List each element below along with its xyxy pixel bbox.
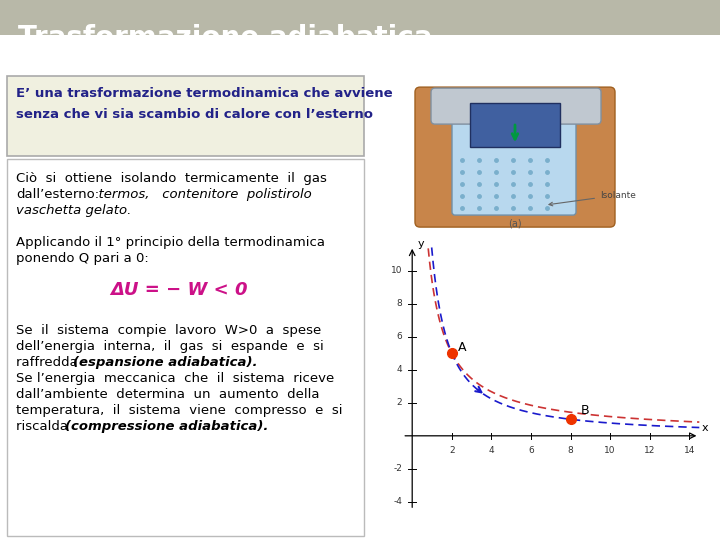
Text: dell’energia  interna,  il  gas  si  espande  e  si: dell’energia interna, il gas si espande …	[16, 340, 324, 353]
Text: Isolante: Isolante	[549, 191, 636, 206]
Text: 14: 14	[684, 446, 695, 455]
Text: 6: 6	[528, 446, 534, 455]
Text: E’ una trasformazione termodinamica che avviene: E’ una trasformazione termodinamica che …	[16, 87, 392, 100]
Text: dall’ambiente  determina  un  aumento  della: dall’ambiente determina un aumento della	[16, 388, 320, 401]
Text: 12: 12	[644, 446, 655, 455]
Text: (a): (a)	[508, 218, 522, 228]
Text: Trasformazione adiabatica: Trasformazione adiabatica	[18, 24, 433, 52]
Text: B: B	[580, 404, 589, 417]
FancyBboxPatch shape	[390, 75, 680, 230]
Text: senza che vi sia scambio di calore con l’esterno: senza che vi sia scambio di calore con l…	[16, 108, 373, 121]
FancyBboxPatch shape	[431, 88, 601, 124]
Text: ponendo Q pari a 0:: ponendo Q pari a 0:	[16, 252, 149, 265]
Text: (espansione adiabatica).: (espansione adiabatica).	[73, 356, 258, 369]
Text: riscalda: riscalda	[16, 420, 72, 433]
Text: vaschetta gelato.: vaschetta gelato.	[16, 204, 131, 217]
Text: -2: -2	[393, 464, 402, 474]
Text: y: y	[418, 239, 425, 249]
FancyBboxPatch shape	[415, 87, 615, 227]
FancyBboxPatch shape	[7, 159, 364, 536]
Text: dall’esterno:: dall’esterno:	[16, 188, 99, 201]
FancyBboxPatch shape	[470, 103, 560, 147]
Text: Se  il  sistema  compie  lavoro  W>0  a  spese: Se il sistema compie lavoro W>0 a spese	[16, 324, 321, 337]
Text: raffredda: raffredda	[16, 356, 82, 369]
Text: 2: 2	[449, 446, 454, 455]
Text: ΔU = − W < 0: ΔU = − W < 0	[110, 281, 248, 299]
FancyBboxPatch shape	[0, 0, 720, 35]
Text: Ciò  si  ottiene  isolando  termicamente  il  gas: Ciò si ottiene isolando termicamente il …	[16, 172, 327, 185]
FancyBboxPatch shape	[452, 109, 576, 215]
Text: 8: 8	[568, 446, 573, 455]
Text: 10: 10	[391, 266, 402, 275]
Text: 10: 10	[605, 446, 616, 455]
Text: termos,   contenitore  polistirolo: termos, contenitore polistirolo	[90, 188, 312, 201]
Text: x: x	[702, 422, 708, 433]
Text: Se l’energia  meccanica  che  il  sistema  riceve: Se l’energia meccanica che il sistema ri…	[16, 372, 334, 385]
Text: 2: 2	[397, 399, 402, 407]
FancyBboxPatch shape	[7, 76, 364, 156]
Text: 4: 4	[397, 365, 402, 374]
Text: -4: -4	[393, 497, 402, 507]
Text: Applicando il 1° principio della termodinamica: Applicando il 1° principio della termodi…	[16, 236, 325, 249]
Text: 6: 6	[397, 332, 402, 341]
Text: (compressione adiabatica).: (compressione adiabatica).	[65, 420, 269, 433]
Text: A: A	[458, 341, 467, 354]
Text: 8: 8	[397, 299, 402, 308]
Text: temperatura,  il  sistema  viene  compresso  e  si: temperatura, il sistema viene compresso …	[16, 404, 343, 417]
Text: 4: 4	[489, 446, 494, 455]
